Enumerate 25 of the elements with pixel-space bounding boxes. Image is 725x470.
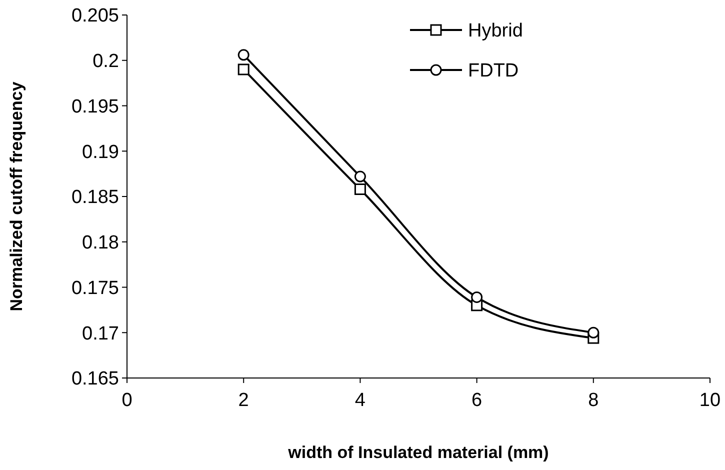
- y-tick-label: 0.19: [82, 142, 119, 163]
- y-tick-label: 0.18: [82, 232, 119, 254]
- point: [588, 326, 600, 338]
- y-tick-label: 0.195: [71, 96, 119, 118]
- point: [238, 49, 250, 61]
- y-tick-label: 0.175: [71, 278, 119, 299]
- legend-label: FDTD: [468, 60, 519, 82]
- x-tick-label: 10: [699, 390, 721, 411]
- legend-label: Hybrid: [468, 20, 523, 42]
- point: [354, 170, 366, 182]
- y-tick-label: 0.2: [92, 51, 119, 72]
- x-tick-label: 4: [354, 390, 366, 411]
- y-tick-label: 0.165: [71, 368, 119, 390]
- x-tick-label: 6: [472, 390, 482, 411]
- y-tick-label: 0.17: [82, 323, 119, 344]
- x-tick-label: 8: [588, 390, 599, 411]
- x-axis-title: width of Insulated material (mm): [287, 443, 549, 462]
- x-tick-label: 2: [238, 390, 249, 411]
- y-tick-label: 0.205: [71, 6, 119, 27]
- x-tick-label: 0: [122, 390, 132, 411]
- point: [354, 183, 366, 195]
- point: [471, 291, 483, 303]
- y-tick-label: 0.185: [71, 187, 119, 208]
- y-axis-title: Normalized cutoff frequency: [7, 81, 26, 312]
- point: [238, 64, 250, 76]
